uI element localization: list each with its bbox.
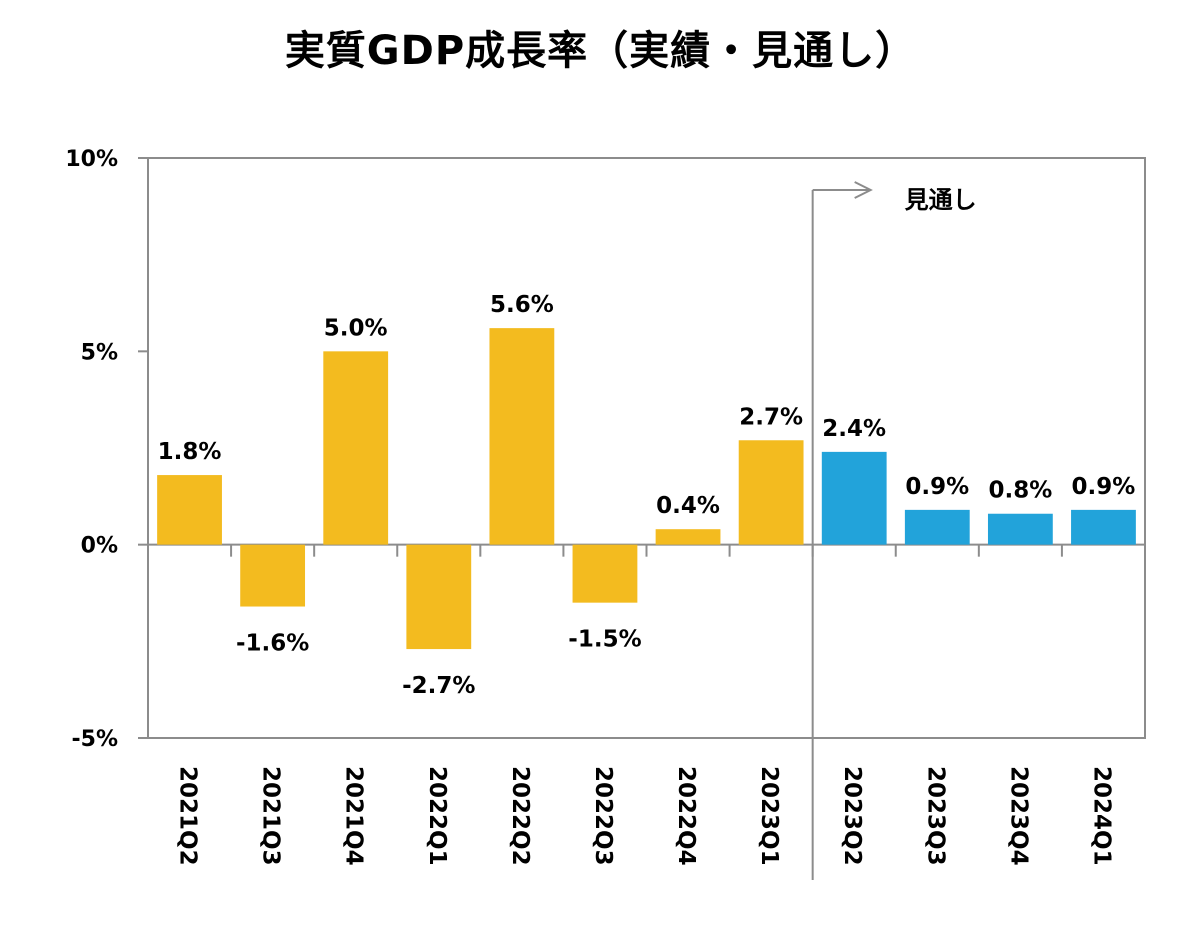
- x-tick-label: 2022Q4: [673, 766, 699, 866]
- bar: [572, 544, 638, 603]
- x-tick-label: 2022Q2: [507, 766, 533, 866]
- data-label: -1.6%: [236, 631, 309, 657]
- bar: [489, 328, 555, 545]
- bar: [157, 475, 222, 545]
- bar: [821, 451, 887, 545]
- data-label: -1.5%: [568, 627, 641, 653]
- bar: [904, 509, 970, 545]
- data-label: -2.7%: [402, 673, 475, 699]
- x-tick-label: 2021Q2: [175, 766, 201, 866]
- bar: [240, 544, 306, 607]
- data-label: 5.0%: [324, 315, 388, 341]
- forecast-annotation: 見通し: [811, 181, 977, 880]
- x-tick-label: 2023Q2: [839, 766, 865, 866]
- y-tick-label: 10%: [65, 147, 118, 172]
- bar: [987, 513, 1053, 545]
- data-label: 1.8%: [158, 439, 222, 465]
- x-tick-label: 2021Q4: [341, 766, 367, 866]
- data-label: 0.8%: [988, 478, 1052, 504]
- data-label: 0.9%: [905, 474, 969, 500]
- bar: [655, 529, 721, 545]
- x-tick-label: 2023Q4: [1005, 766, 1031, 866]
- data-label: 0.4%: [656, 493, 720, 519]
- bar: [323, 351, 389, 545]
- plot-frame: [147, 157, 1146, 739]
- data-label: 0.9%: [1072, 474, 1136, 500]
- y-tick-label: 0%: [81, 534, 118, 559]
- x-tick-label: 2023Q3: [922, 766, 948, 866]
- chart-title: 実質GDP成長率（実績・見通し）: [284, 28, 917, 74]
- axes: 10% 5% 0% -5%: [65, 147, 1146, 752]
- x-tick-label: 2024Q1: [1088, 766, 1114, 866]
- data-labels: 1.8% 2021Q2 -1.6% 2021Q3 5.0% 2021Q4 -2.7% 2022…: [158, 292, 1136, 865]
- bars: [157, 328, 1136, 650]
- data-label: 2.7%: [739, 404, 803, 430]
- bar: [406, 544, 472, 650]
- bar: [1071, 509, 1136, 545]
- x-tick-label: 2022Q1: [424, 766, 450, 866]
- data-label: 5.6%: [490, 292, 554, 318]
- x-tick-label: 2021Q3: [258, 766, 284, 866]
- data-label: 2.4%: [822, 416, 886, 442]
- arrow-right-icon: [854, 181, 873, 199]
- x-tick-label: 2023Q1: [756, 766, 782, 866]
- forecast-label: 見通し: [905, 186, 977, 214]
- bar: [738, 440, 804, 545]
- y-tick-label: 5%: [81, 340, 118, 365]
- y-tick-label: -5%: [72, 727, 118, 752]
- x-tick-label: 2022Q3: [590, 766, 616, 866]
